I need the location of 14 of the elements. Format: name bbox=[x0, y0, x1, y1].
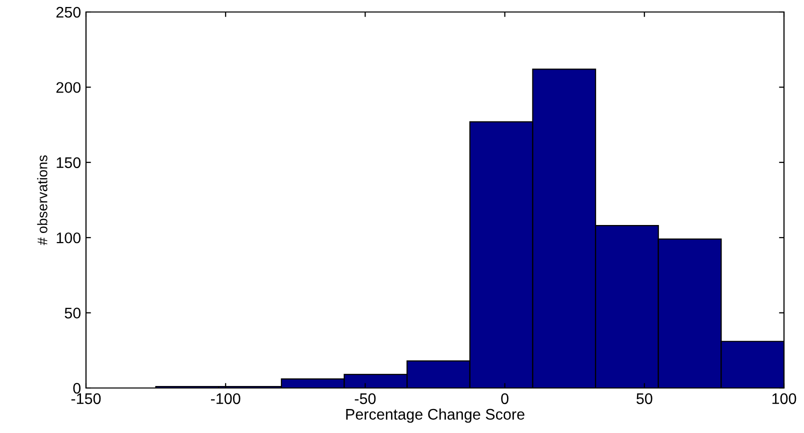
x-tick-label: -50 bbox=[354, 393, 376, 404]
x-axis-title: Percentage Change Score bbox=[346, 408, 524, 423]
y-tick-label: 100 bbox=[56, 232, 81, 244]
y-axis-title: # observations bbox=[37, 155, 48, 246]
x-tick-label: -150 bbox=[71, 393, 101, 404]
y-tick-label: 250 bbox=[56, 6, 81, 18]
x-tick-label: 50 bbox=[636, 393, 652, 404]
y-tick-label: 0 bbox=[73, 382, 81, 394]
x-tick-label: -100 bbox=[210, 393, 240, 404]
x-tick-label: 0 bbox=[501, 393, 508, 404]
y-tick-label: 50 bbox=[64, 308, 81, 318]
x-tick-label: 100 bbox=[772, 393, 796, 404]
y-tick-label: 200 bbox=[56, 82, 81, 93]
y-tick-label: 150 bbox=[56, 157, 81, 168]
